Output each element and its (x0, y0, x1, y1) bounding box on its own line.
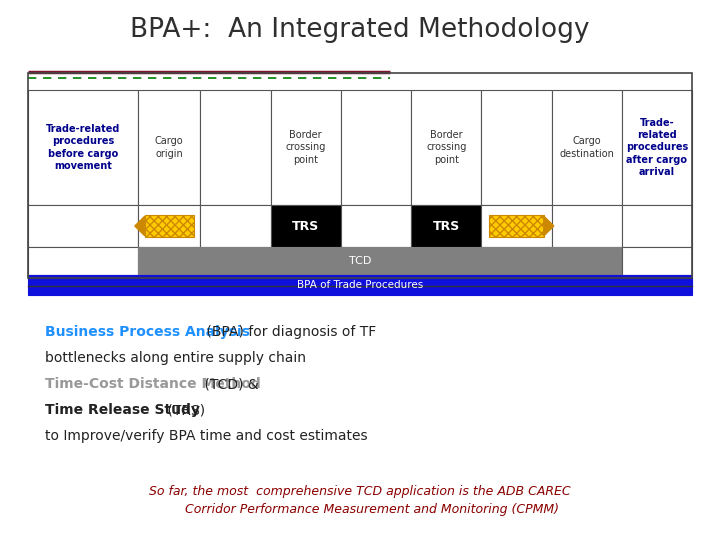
Bar (341, 90, 411, 205)
Text: Trade-related
procedures
before cargo
movement: Trade-related procedures before cargo mo… (46, 124, 120, 171)
Text: So far, the most  comprehensive TCD application is the ADB CAREC
      Corridor : So far, the most comprehensive TCD appli… (149, 485, 571, 516)
Bar (411, 275, 481, 295)
Bar (552, 247, 622, 275)
Bar (481, 90, 552, 205)
Bar (200, 275, 271, 295)
Bar (200, 247, 271, 275)
Bar (271, 205, 341, 247)
Text: TRS: TRS (292, 219, 320, 233)
Text: Cargo
origin: Cargo origin (155, 136, 184, 159)
Text: to Improve/verify BPA time and cost estimates: to Improve/verify BPA time and cost esti… (45, 429, 368, 443)
Bar (411, 247, 481, 275)
Bar (138, 247, 200, 275)
Bar (271, 90, 341, 205)
Bar (28, 247, 138, 275)
Bar (341, 275, 411, 295)
Bar (138, 90, 200, 205)
Bar (552, 205, 622, 247)
Text: TRS: TRS (433, 219, 460, 233)
Bar (341, 247, 411, 275)
Bar (481, 205, 552, 247)
Text: Border
crossing
point: Border crossing point (286, 130, 326, 165)
Text: bottlenecks along entire supply chain: bottlenecks along entire supply chain (45, 351, 306, 365)
Bar (411, 205, 481, 247)
Bar (200, 90, 271, 205)
FancyArrow shape (544, 216, 554, 236)
Bar (271, 247, 341, 275)
Bar (28, 275, 138, 295)
Text: Business Process Analysis: Business Process Analysis (45, 325, 250, 339)
Bar (489, 215, 544, 237)
FancyArrow shape (135, 216, 145, 236)
Bar (622, 90, 692, 205)
Bar (552, 90, 622, 205)
Text: (TCD) &: (TCD) & (200, 377, 258, 391)
Bar (145, 215, 194, 237)
Bar (622, 205, 692, 247)
Text: (BPA) for diagnosis of TF: (BPA) for diagnosis of TF (202, 325, 377, 339)
Text: Trade-
related
procedures
after cargo
arrival: Trade- related procedures after cargo ar… (626, 118, 688, 177)
Text: Time Release Study: Time Release Study (45, 403, 200, 417)
Bar (28, 73, 692, 278)
Text: BPA of Trade Procedures: BPA of Trade Procedures (297, 280, 423, 290)
Text: (TRS): (TRS) (163, 403, 205, 417)
Bar (481, 275, 552, 295)
Bar (28, 90, 138, 205)
Bar (341, 205, 411, 247)
Bar (271, 275, 341, 295)
Bar (622, 247, 692, 275)
Bar (622, 275, 692, 295)
Bar (552, 275, 622, 295)
Text: Time-Cost Distance Method: Time-Cost Distance Method (45, 377, 261, 391)
Text: Border
crossing
point: Border crossing point (426, 130, 467, 165)
Bar (138, 205, 200, 247)
Bar (200, 205, 271, 247)
Bar (28, 205, 138, 247)
Bar (481, 247, 552, 275)
Text: Cargo
destination: Cargo destination (559, 136, 614, 159)
Bar (138, 275, 200, 295)
Text: TCD: TCD (348, 256, 372, 266)
Text: BPA+:  An Integrated Methodology: BPA+: An Integrated Methodology (130, 17, 590, 43)
Bar (411, 90, 481, 205)
